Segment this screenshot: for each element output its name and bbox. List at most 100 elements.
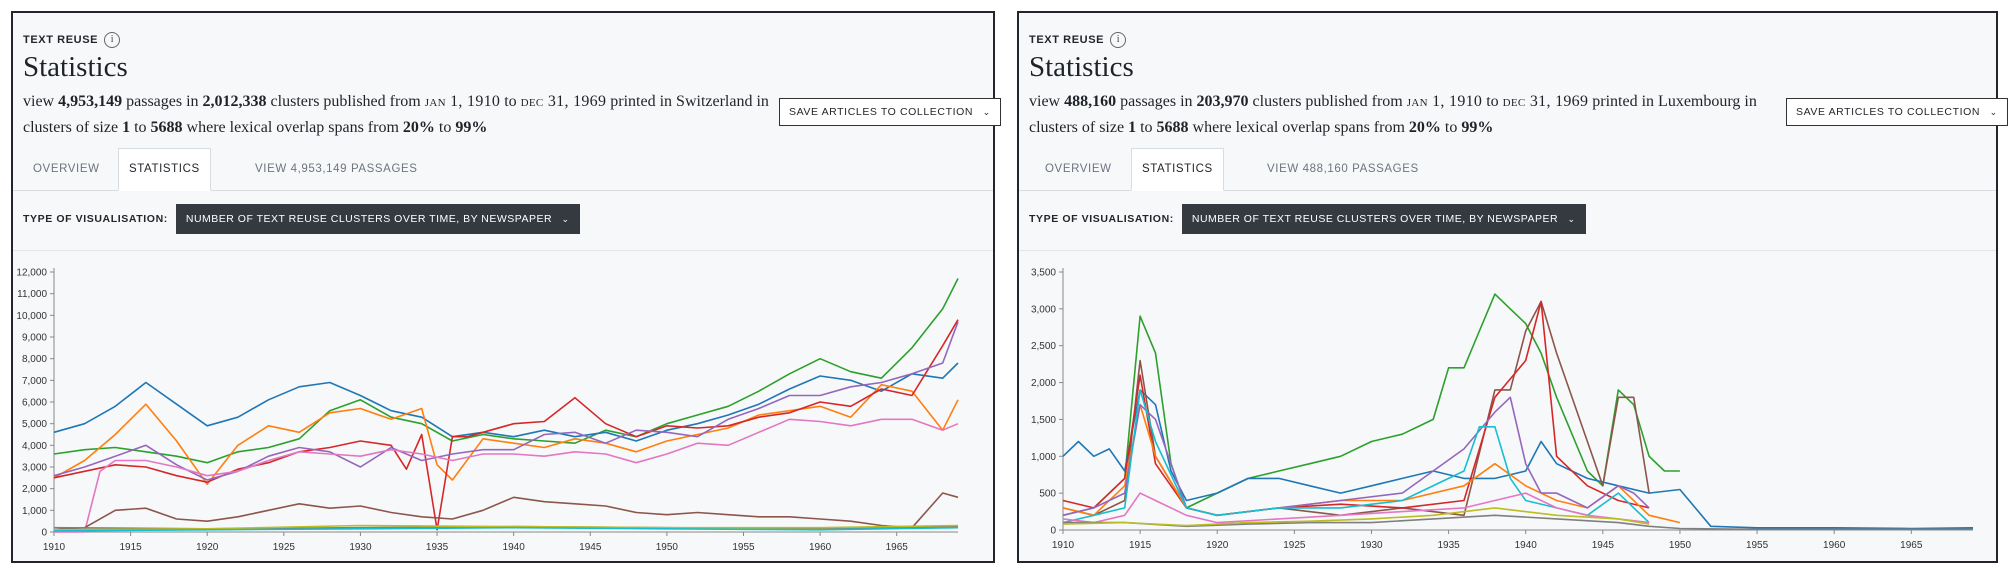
- y-tick-label: 1,500: [1031, 415, 1056, 426]
- desc-text: where lexical overlap spans from: [1192, 119, 1405, 136]
- date-from: jan 1, 1910: [1406, 93, 1483, 110]
- statistics-panel-luxembourg: TEXT REUSE i Statistics view 488,160 pas…: [1017, 11, 2008, 563]
- date-to: dec 31, 1969: [1502, 93, 1589, 110]
- divider: [13, 250, 993, 251]
- save-articles-button[interactable]: SAVE ARTICLES TO COLLECTION ⌄: [1786, 98, 2008, 126]
- x-tick-label: 1955: [1746, 540, 1769, 551]
- series-line-3: [1062, 300, 1650, 517]
- desc-text: to: [1486, 93, 1499, 110]
- y-tick-label: 8,000: [22, 354, 47, 365]
- visualisation-type-value: NUMBER OF TEXT REUSE CLUSTERS OVER TIME,…: [1191, 213, 1559, 225]
- x-tick-label: 1950: [1669, 540, 1692, 551]
- series-line-2: [53, 362, 959, 442]
- clusters-over-time-chart-switzerland: 0 1,000 2,000 3,000 4,000 5,000 6,000 7,000 8,00…: [16, 268, 959, 553]
- x-tick-label: 1940: [1515, 540, 1538, 551]
- passages-count: 488,160: [1064, 93, 1117, 110]
- x-tick-label: 1935: [426, 542, 449, 553]
- y-tick-label: 4,000: [22, 441, 47, 452]
- country-filter: Switzerland: [676, 93, 753, 110]
- series-line-5: [53, 321, 959, 481]
- y-tick-label: 1,000: [22, 506, 47, 517]
- y-tick-label: 9,000: [22, 333, 47, 344]
- desc-text: printed in: [1592, 93, 1655, 110]
- x-tick-label: 1960: [809, 542, 832, 553]
- tab-statistics[interactable]: STATISTICS: [1131, 148, 1224, 191]
- clusters-count: 2,012,338: [202, 93, 267, 110]
- y-tick-label: 0: [1050, 526, 1056, 537]
- desc-text: passages in: [1120, 93, 1193, 110]
- y-tick-label: 2,000: [1031, 378, 1056, 389]
- x-tick-label: 1965: [1900, 540, 1923, 551]
- divider: [1019, 250, 1996, 251]
- desc-text: clusters published from: [1252, 93, 1403, 110]
- x-tick-label: 1915: [1129, 540, 1152, 551]
- visualisation-type-row: TYPE OF VISUALISATION: NUMBER OF TEXT RE…: [1029, 204, 1586, 234]
- overlap-min: 20%: [402, 119, 435, 136]
- x-tick-label: 1925: [1283, 540, 1306, 551]
- desc-text: to: [134, 119, 147, 136]
- country-filter: Luxembourg: [1658, 93, 1741, 110]
- y-tick-label: 1,000: [1031, 452, 1056, 463]
- x-tick-label: 1945: [579, 542, 602, 553]
- info-icon[interactable]: i: [1110, 32, 1127, 48]
- passages-count: 4,953,149: [58, 93, 123, 110]
- series-line-9: [53, 524, 959, 531]
- series-line-8: [1062, 492, 1650, 524]
- date-from: jan 1, 1910: [424, 93, 501, 110]
- size-min: 1: [1128, 119, 1137, 136]
- visualisation-type-row: TYPE OF VISUALISATION: NUMBER OF TEXT RE…: [23, 204, 580, 234]
- tab-view-passages[interactable]: VIEW 488,160 PASSAGES: [1267, 163, 1419, 175]
- x-tick-label: 1915: [119, 542, 142, 553]
- desc-text: where lexical overlap spans from: [186, 119, 399, 136]
- tab-overview[interactable]: OVERVIEW: [1045, 163, 1112, 175]
- tab-bar: OVERVIEW STATISTICS VIEW 488,160 PASSAGE…: [1019, 148, 1996, 191]
- tab-view-passages[interactable]: VIEW 4,953,149 PASSAGES: [255, 163, 418, 175]
- y-tick-label: 5,000: [22, 419, 47, 430]
- x-tick-label: 1925: [273, 542, 296, 553]
- y-tick-label: 10,000: [16, 311, 47, 322]
- y-tick-label: 3,000: [1031, 304, 1056, 315]
- tab-statistics[interactable]: STATISTICS: [118, 148, 211, 191]
- x-tick-label: 1930: [349, 542, 372, 553]
- query-description: view 4,953,149 passages in 2,012,338 clu…: [23, 89, 783, 141]
- desc-text: printed in: [610, 93, 673, 110]
- y-tick-label: 3,500: [1031, 268, 1056, 279]
- x-tick-label: 1965: [886, 542, 909, 553]
- y-tick-label: 11,000: [17, 289, 47, 300]
- x-tick-label: 1920: [196, 542, 219, 553]
- visualisation-type-label: TYPE OF VISUALISATION:: [1029, 213, 1174, 225]
- save-articles-label: SAVE ARTICLES TO COLLECTION: [1796, 106, 1981, 118]
- desc-text: to: [1140, 119, 1153, 136]
- x-tick-label: 1950: [656, 542, 679, 553]
- y-tick-label: 0: [41, 528, 47, 539]
- y-tick-label: 7,000: [22, 376, 47, 387]
- series-line-6: [54, 418, 959, 533]
- x-tick-label: 1910: [43, 542, 66, 553]
- x-tick-label: 1920: [1206, 540, 1229, 551]
- desc-text: view: [1029, 93, 1061, 110]
- desc-text: to: [438, 119, 452, 136]
- series-line-3: [53, 383, 959, 486]
- save-articles-button[interactable]: SAVE ARTICLES TO COLLECTION ⌄: [779, 98, 1001, 126]
- x-tick-label: 1910: [1052, 540, 1075, 551]
- visualisation-type-select[interactable]: NUMBER OF TEXT REUSE CLUSTERS OVER TIME,…: [1181, 204, 1586, 234]
- series-line-4: [1062, 300, 1650, 517]
- y-tick-label: 12,000: [16, 268, 47, 279]
- info-icon[interactable]: i: [104, 32, 121, 48]
- y-tick-label: 500: [1039, 489, 1056, 500]
- chevron-down-icon: ⌄: [561, 214, 570, 224]
- visualisation-type-value: NUMBER OF TEXT REUSE CLUSTERS OVER TIME,…: [185, 213, 553, 225]
- visualisation-type-select[interactable]: NUMBER OF TEXT REUSE CLUSTERS OVER TIME,…: [175, 204, 580, 234]
- query-description: view 488,160 passages in 203,970 cluster…: [1029, 89, 1789, 141]
- tab-overview[interactable]: OVERVIEW: [33, 163, 100, 175]
- desc-text: to: [504, 93, 517, 110]
- series-line-7: [53, 492, 959, 531]
- statistics-panel-switzerland: TEXT REUSE i Statistics view 4,953,149 p…: [11, 11, 1001, 563]
- size-max: 5688: [1156, 119, 1189, 136]
- x-tick-label: 1935: [1437, 540, 1460, 551]
- x-tick-label: 1945: [1592, 540, 1615, 551]
- y-tick-label: 2,500: [1031, 341, 1056, 352]
- series-line-9: [1063, 514, 1973, 531]
- size-max: 5688: [150, 119, 183, 136]
- save-articles-label: SAVE ARTICLES TO COLLECTION: [789, 106, 974, 118]
